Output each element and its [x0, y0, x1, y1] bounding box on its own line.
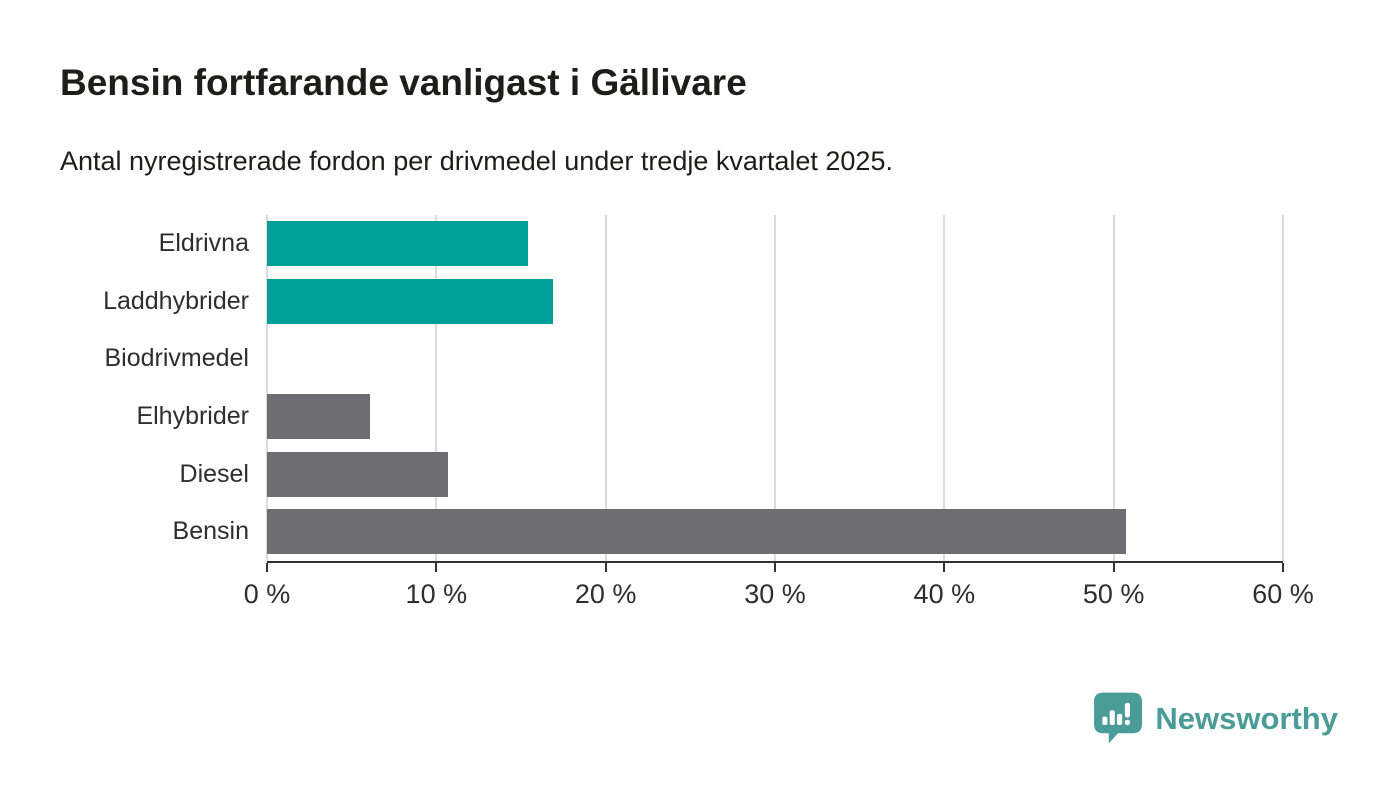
category-label: Eldrivna [158, 229, 249, 258]
axis-tick [604, 562, 607, 572]
category-label: Bensin [172, 517, 249, 546]
bar-track [267, 509, 1283, 555]
bar-chart: Eldrivna Laddhybrider Biodrivmedel Elhyb… [60, 215, 1314, 609]
page-title: Bensin fortfarande vanligast i Gällivare [60, 62, 747, 103]
bar [267, 278, 554, 324]
chart-row: Laddhybrider [60, 273, 1283, 331]
axis-tick-label: 30 % [744, 578, 806, 609]
bar [267, 394, 371, 440]
brand-footer: Newsworthy [1094, 692, 1338, 745]
axis-tick [435, 562, 438, 572]
plot-area: Eldrivna Laddhybrider Biodrivmedel Elhyb… [60, 215, 1284, 561]
bar-track [267, 394, 1283, 440]
axis-tick [943, 562, 946, 572]
axis-tick [266, 562, 268, 572]
chart-row: Bensin [60, 503, 1283, 561]
x-axis: 0 % 10 % 20 % 30 % 40 % 50 % 60 % [244, 560, 1314, 609]
axis-tick-label: 20 % [574, 578, 637, 609]
bar [267, 451, 449, 497]
axis-tick-label: 40 % [913, 578, 976, 609]
bar [267, 509, 1126, 555]
gridline [266, 215, 268, 561]
axis-tick-label: 0 % [243, 578, 291, 609]
axis-tick [774, 562, 776, 572]
axis-tick-label: 60 % [1252, 578, 1314, 609]
gridline [943, 215, 946, 561]
axis-tick [1112, 562, 1115, 572]
chart-row: Elhybrider [60, 388, 1283, 446]
bar-track [267, 451, 1283, 497]
bar [267, 221, 528, 267]
axis-tick [1282, 562, 1284, 572]
axis-tick-label: 50 % [1082, 578, 1145, 609]
chart-row: Eldrivna [60, 215, 1283, 273]
chart-row: Biodrivmedel [60, 330, 1283, 388]
chart-header: Bensin fortfarande vanligast i Gällivare… [0, 0, 1400, 177]
category-label: Diesel [179, 459, 249, 488]
gridlines [266, 215, 1284, 561]
category-label: Biodrivmedel [104, 344, 249, 373]
gridline [774, 215, 776, 561]
bar-track [267, 278, 1283, 324]
bar-rows: Eldrivna Laddhybrider Biodrivmedel Elhyb… [60, 215, 1283, 561]
gridline [604, 215, 607, 561]
gridline [1282, 215, 1284, 561]
category-label: Elhybrider [136, 402, 249, 431]
newsworthy-logo-icon [1094, 692, 1143, 744]
chart-row: Diesel [60, 445, 1283, 503]
newsworthy-wordmark: Newsworthy [1155, 700, 1338, 736]
gridline [435, 215, 438, 561]
gridline [1112, 215, 1115, 561]
bar-track [267, 221, 1283, 267]
page-subtitle: Antal nyregistrerade fordon per drivmede… [60, 146, 893, 176]
axis-tick-label: 10 % [405, 578, 468, 609]
bar-track [267, 336, 1283, 381]
category-label: Laddhybrider [103, 286, 249, 315]
